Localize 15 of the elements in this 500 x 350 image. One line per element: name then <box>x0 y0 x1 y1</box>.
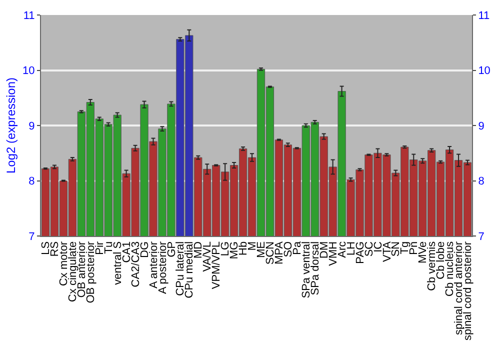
y2-tick-label: 11 <box>478 10 490 22</box>
y-axis-title: Log2 (expression) <box>4 77 18 174</box>
x-tick-label: Tg <box>399 241 412 254</box>
y-tick-label: 9 <box>28 120 35 132</box>
y2-tick-label: 8 <box>478 176 484 188</box>
x-tick-label: IC <box>372 241 384 252</box>
y-tick-label: 8 <box>28 176 35 188</box>
y2-tick-label: 7 <box>478 230 484 243</box>
y-tick-label: 7 <box>28 230 35 243</box>
y-tick-label: 10 <box>22 65 35 78</box>
x-tick-label: Pa <box>291 240 304 255</box>
x-tick-label: spinal cord posterior <box>462 241 474 340</box>
y2-tick-label: 10 <box>478 65 490 78</box>
y-tick-label: 11 <box>23 10 35 22</box>
y2-tick-label: 9 <box>478 120 484 132</box>
